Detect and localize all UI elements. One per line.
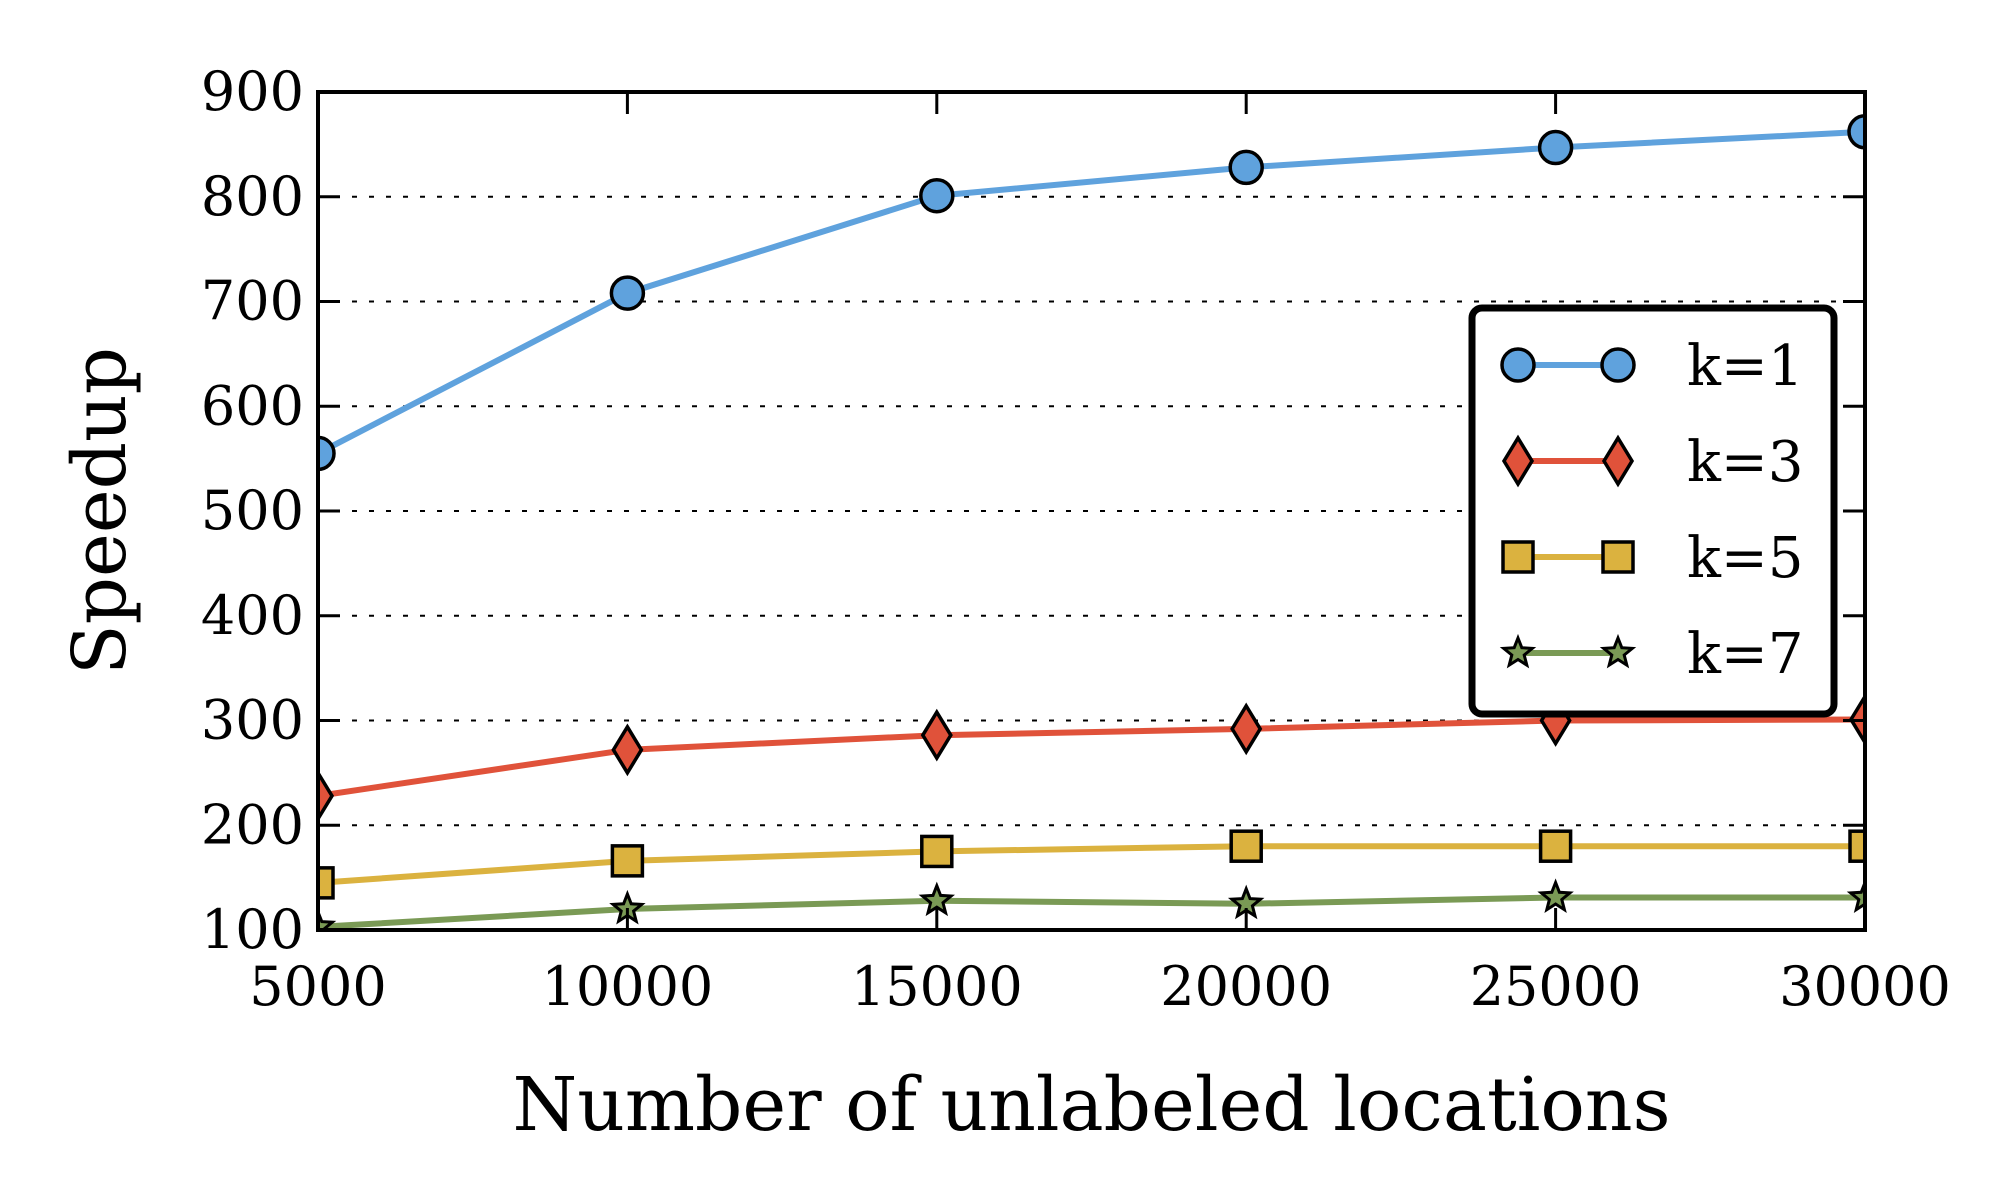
data-point-k1 [1228, 149, 1264, 186]
data-point-k1 [609, 275, 646, 311]
data-point-k7 [1846, 878, 1865, 914]
data-point-k3 [611, 723, 644, 777]
y-tick-label: 300 [201, 689, 304, 752]
x-tick-label: 10000 [542, 955, 714, 1018]
legend-marker-k1 [1600, 347, 1636, 383]
data-point-k5 [920, 834, 954, 869]
y-tick-label: 800 [201, 165, 304, 228]
data-point-k1 [919, 177, 955, 214]
y-axis-title: Speedup [57, 347, 143, 675]
legend-marker-k7 [1599, 633, 1637, 669]
legend-box [1468, 304, 1838, 718]
y-tick-label: 200 [201, 793, 304, 856]
data-point-k5 [610, 844, 645, 878]
x-axis-title: Number of unlabeled locations [512, 1062, 1670, 1148]
data-point-k3 [318, 769, 335, 823]
legend: k=1 k=3 k=5 k=7 [1468, 304, 1838, 718]
x-axis-tick-labels: 5000 10000 15000 20000 25000 30000 [249, 955, 1951, 1018]
legend-marker-k5 [1601, 540, 1635, 574]
legend-label-k5: k=5 [1687, 526, 1803, 591]
y-tick-label: 700 [201, 270, 304, 333]
y-tick-label: 900 [201, 60, 304, 123]
x-tick-label: 15000 [851, 955, 1023, 1018]
series-lines [318, 128, 1865, 930]
y-tick-label: 400 [201, 584, 304, 647]
x-tick-label: 25000 [1470, 955, 1642, 1018]
legend-marker-k3 [1501, 434, 1535, 488]
legend-label-k7: k=7 [1687, 622, 1803, 687]
y-tick-label: 500 [201, 479, 304, 542]
x-tick-label: 20000 [1160, 955, 1332, 1018]
data-point-k5 [1848, 829, 1865, 863]
legend-label-k3: k=3 [1687, 430, 1803, 495]
legend-marker-k1 [1500, 347, 1536, 383]
legend-marker-k7 [1499, 633, 1537, 669]
x-tick-label: 5000 [249, 955, 386, 1018]
data-point-k7 [318, 907, 337, 930]
legend-marker-k3 [1601, 434, 1635, 488]
y-axis-tick-labels: 100 200 300 400 500 600 700 800 900 [201, 60, 304, 961]
series-line-k5 [318, 843, 1865, 886]
legend-label-k1: k=1 [1687, 334, 1803, 399]
y-tick-label: 100 [201, 898, 304, 961]
data-point-k7 [1537, 878, 1574, 914]
data-point-k1 [318, 435, 336, 472]
data-point-k3 [920, 708, 953, 762]
data-point-k5 [1229, 829, 1263, 863]
data-point-k3 [1230, 702, 1263, 756]
data-point-k5 [318, 866, 335, 900]
x-tick-label: 30000 [1779, 955, 1951, 1018]
series-markers [318, 114, 1865, 930]
series-line-k3 [318, 716, 1865, 799]
y-tick-label: 600 [201, 374, 304, 437]
axis-ticks [316, 90, 1867, 932]
grid-lines [318, 195, 1865, 827]
series-line-k7 [318, 894, 1865, 930]
data-point-k1 [1847, 114, 1865, 150]
data-point-k7 [918, 881, 956, 917]
data-point-k5 [1538, 829, 1573, 863]
legend-marker-k5 [1501, 540, 1535, 574]
series-line-k1 [318, 128, 1865, 457]
data-point-k1 [1537, 129, 1574, 166]
